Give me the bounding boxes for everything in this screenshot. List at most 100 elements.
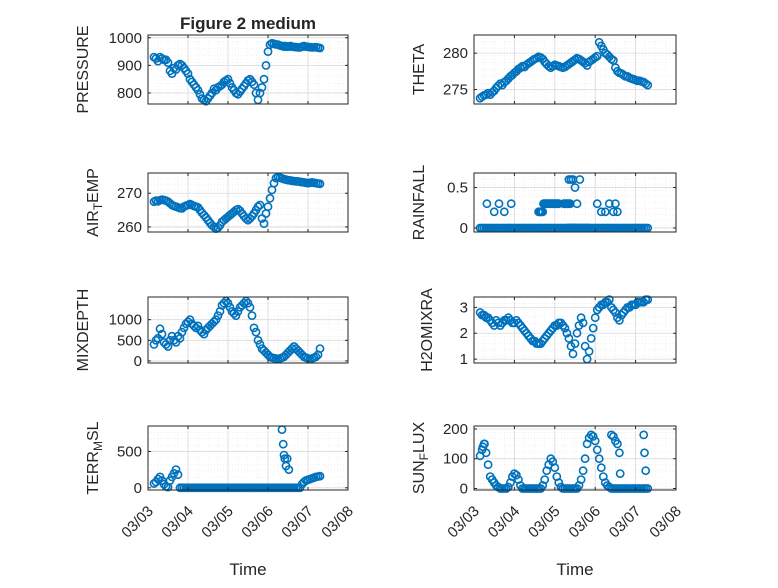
y-tick-label: 0 (460, 481, 468, 498)
axes-box (473, 34, 677, 105)
data-point (570, 55, 580, 65)
axes-box (473, 296, 677, 364)
data-point (311, 352, 321, 362)
data-point (570, 183, 580, 192)
h2omixra-panel: 1 2 3 H2OMIXRA (419, 288, 677, 372)
data-point (584, 346, 594, 356)
y-axis-label: AIRTEMP (85, 168, 105, 237)
data-point (231, 311, 241, 320)
data-point (506, 199, 516, 209)
air-temp-panel: 260 270 AIRTEMP (85, 168, 349, 237)
y-tick-label: 0 (134, 353, 142, 370)
data-point (572, 328, 582, 338)
data-point (245, 302, 255, 312)
data-point (261, 61, 271, 70)
y-tick-label: 1000 (109, 312, 142, 329)
axes-box (147, 296, 349, 364)
data-point (615, 448, 624, 458)
data-point (613, 439, 622, 449)
data-point (213, 311, 223, 320)
x-tick-label: 03/08 (318, 503, 357, 542)
data-point (282, 454, 292, 464)
data-point (315, 344, 325, 353)
data-point (149, 339, 159, 349)
data-point (189, 321, 199, 331)
data-point (590, 436, 600, 446)
data-point (556, 482, 566, 492)
data-point (592, 445, 602, 455)
data-point (209, 222, 219, 232)
data-point (249, 323, 259, 333)
rainfall-panel: 0 0.5 RAINFALL (411, 165, 677, 241)
data-point (247, 311, 257, 320)
data-point (641, 466, 651, 476)
data-point (179, 323, 189, 333)
data-point (613, 207, 622, 217)
data-point (185, 315, 195, 325)
data-point (255, 88, 265, 98)
axes-box (473, 172, 677, 233)
x-axis-label: Time (556, 560, 593, 579)
data-point (171, 65, 181, 74)
data-point (233, 306, 243, 316)
data-point (576, 313, 586, 323)
y-axis-label: SUNFLUX (411, 422, 431, 495)
y-tick-label: 0 (134, 480, 142, 497)
y-tick-label: 1 (460, 351, 468, 368)
x-tick-label: 03/03 (118, 503, 157, 542)
data-point (580, 454, 590, 464)
data-point (615, 469, 625, 478)
data-point (278, 439, 288, 449)
data-point (607, 430, 616, 440)
data-point (199, 329, 209, 339)
data-point (576, 475, 586, 484)
figure-title: Figure 2 medium (180, 14, 316, 33)
data-point (223, 74, 233, 84)
data-point (177, 327, 187, 337)
data-point (193, 321, 203, 331)
y-axis-label: TERRMSL (85, 421, 105, 494)
data-point (257, 83, 267, 92)
y-tick-label: 200 (443, 421, 468, 438)
data-point (167, 331, 177, 341)
y-tick-label: 1000 (109, 30, 142, 47)
data-point (482, 199, 492, 209)
data-point (640, 448, 649, 458)
x-tick-label: 03/04 (158, 503, 197, 542)
sun-flux-panel: 0 100 200 SUNFLUX 03/03 03/04 03/05 03/06 03/07 0… (411, 421, 685, 579)
data-point (512, 470, 521, 480)
terr-msl-panel: 0 500 TERRMSL 03/03 03/04 03/05 03/06 03/07 03/0… (85, 421, 357, 579)
y-axis-label: RAINFALL (411, 165, 428, 241)
data-point (572, 199, 582, 209)
x-axis-label: Time (229, 560, 266, 579)
y-tick-label: 800 (117, 85, 142, 102)
data-point (575, 175, 585, 184)
data-point (560, 323, 570, 333)
data-point (483, 460, 493, 470)
data-point (643, 295, 653, 304)
data-point (588, 323, 598, 333)
axes-box (147, 34, 349, 105)
data-point (639, 430, 649, 440)
y-tick-label: 260 (117, 219, 142, 236)
data-point (480, 439, 489, 449)
data-point (489, 207, 499, 217)
y-tick-label: 280 (443, 45, 468, 62)
data-point (155, 324, 165, 334)
data-point (157, 329, 167, 339)
data-point (243, 298, 253, 308)
data-point (592, 51, 602, 61)
x-tick-label: 03/03 (444, 503, 483, 542)
x-tick-label: 03/07 (606, 503, 645, 542)
data-point (540, 475, 550, 484)
data-point (600, 207, 610, 217)
data-point (604, 295, 614, 304)
y-tick-label: 900 (117, 57, 142, 74)
data-point (570, 339, 580, 348)
data-point (225, 78, 235, 88)
data-point (315, 179, 325, 189)
data-point (171, 465, 181, 474)
data-point (586, 430, 596, 440)
y-tick-label: 100 (443, 451, 468, 468)
